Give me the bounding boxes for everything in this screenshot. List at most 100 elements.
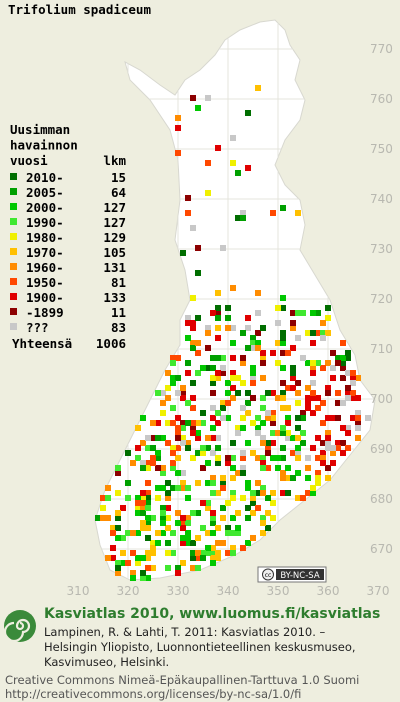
observation-square: [295, 425, 301, 431]
observation-square: [265, 445, 271, 451]
observation-square: [210, 450, 216, 456]
observation-square: [125, 560, 131, 566]
observation-square: [340, 355, 346, 361]
observation-square: [240, 330, 246, 336]
observation-square: [310, 395, 316, 401]
observation-square: [190, 425, 196, 431]
legend-header: Uusimman: [10, 122, 70, 137]
observation-square: [230, 550, 236, 556]
observation-square: [175, 375, 181, 381]
observation-square: [325, 430, 331, 436]
legend-swatch: [10, 188, 17, 195]
observation-square: [145, 555, 151, 561]
observation-square: [300, 440, 306, 446]
observation-square: [255, 455, 261, 461]
observation-square: [105, 555, 111, 561]
observation-square: [180, 440, 186, 446]
observation-square: [205, 530, 211, 536]
x-coordinate-label: 310: [67, 584, 90, 598]
observation-square: [295, 445, 301, 451]
observation-square: [180, 470, 186, 476]
observation-square: [205, 365, 211, 371]
observation-square: [180, 395, 186, 401]
badge-text: BY-NC-SA: [280, 571, 320, 581]
observation-square: [150, 515, 156, 521]
observation-square: [195, 245, 201, 251]
observation-square: [255, 425, 261, 431]
observation-square: [250, 450, 256, 456]
observation-square: [245, 345, 251, 351]
observation-square: [105, 515, 111, 521]
observation-square: [265, 440, 271, 446]
observation-square: [210, 380, 216, 386]
observation-square: [255, 340, 261, 346]
observation-square: [210, 405, 216, 411]
observation-square: [250, 365, 256, 371]
observation-square: [345, 370, 351, 376]
observation-square: [205, 550, 211, 556]
observation-square: [255, 330, 261, 336]
observation-square: [245, 440, 251, 446]
observation-square: [190, 295, 196, 301]
observation-square: [280, 350, 286, 356]
observation-square: [140, 415, 146, 421]
observation-square: [340, 440, 346, 446]
observation-square: [180, 390, 186, 396]
observation-square: [250, 335, 256, 341]
observation-square: [305, 395, 311, 401]
observation-square: [270, 410, 276, 416]
observation-square: [180, 425, 186, 431]
observation-square: [265, 415, 271, 421]
observation-square: [175, 445, 181, 451]
observation-square: [240, 465, 246, 471]
observation-square: [170, 485, 176, 491]
legend-count: 11: [111, 305, 126, 320]
observation-square: [270, 390, 276, 396]
legend-count: 15: [111, 170, 126, 185]
observation-square: [205, 435, 211, 441]
observation-square: [270, 490, 276, 496]
observation-square: [210, 365, 216, 371]
observation-square: [170, 405, 176, 411]
observation-square: [145, 435, 151, 441]
observation-square: [290, 310, 296, 316]
legend-swatch: [10, 203, 17, 210]
observation-square: [215, 145, 221, 151]
observation-square: [305, 405, 311, 411]
observation-square: [240, 360, 246, 366]
observation-square: [310, 390, 316, 396]
observation-square: [205, 345, 211, 351]
observation-square: [155, 495, 161, 501]
observation-square: [115, 515, 121, 521]
observation-square: [145, 505, 151, 511]
observation-square: [140, 440, 146, 446]
observation-square: [215, 335, 221, 341]
observation-square: [260, 355, 266, 361]
observation-square: [170, 380, 176, 386]
observation-square: [300, 410, 306, 416]
observation-square: [255, 85, 261, 91]
observation-square: [190, 430, 196, 436]
observation-square: [235, 530, 241, 536]
observation-square: [190, 380, 196, 386]
observation-square: [195, 435, 201, 441]
observation-square: [355, 375, 361, 381]
observation-square: [175, 455, 181, 461]
observation-square: [230, 475, 236, 481]
observation-square: [200, 410, 206, 416]
observation-square: [165, 370, 171, 376]
legend-label: 2010-: [26, 170, 64, 185]
observation-square: [210, 390, 216, 396]
observation-square: [250, 340, 256, 346]
observation-square: [245, 390, 251, 396]
observation-square: [260, 465, 266, 471]
observation-square: [195, 555, 201, 561]
observation-square: [205, 95, 211, 101]
observation-square: [230, 285, 236, 291]
observation-square: [140, 495, 146, 501]
observation-square: [285, 420, 291, 426]
observation-square: [195, 370, 201, 376]
observation-square: [230, 355, 236, 361]
observation-square: [210, 515, 216, 521]
observation-square: [280, 395, 286, 401]
